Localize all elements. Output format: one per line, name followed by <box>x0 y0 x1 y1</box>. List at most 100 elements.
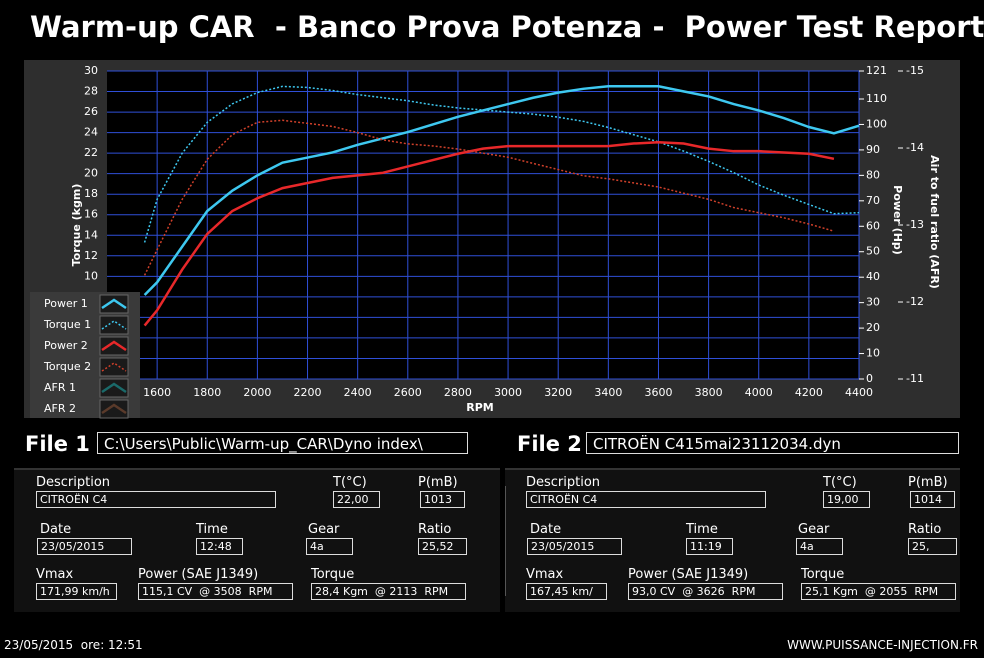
y-tick-label: 16 <box>84 208 98 221</box>
field-value: 23/05/2015 <box>37 538 132 555</box>
x-tick-label: 4400 <box>845 386 873 399</box>
field-value: 11:19 <box>686 538 733 555</box>
field-label: T(°C) <box>333 475 367 490</box>
x-tick-label: 2000 <box>243 386 271 399</box>
x-tick-label: 1600 <box>143 386 171 399</box>
field-value: 12:48 <box>196 538 243 555</box>
field-label: P(mB) <box>908 475 948 490</box>
field-value: 171,99 km/h <box>36 583 117 600</box>
y3-tick-label: -11 <box>906 372 924 385</box>
field-label: Gear <box>308 522 340 537</box>
y2-tick-label: 121 <box>866 64 887 77</box>
legend-line <box>101 320 127 330</box>
legend-line <box>101 298 127 310</box>
y-tick-label: 18 <box>84 187 98 200</box>
field-value: 115,1 CV @ 3508 RPM <box>138 583 293 600</box>
y-axis-label: Torque (kgm) <box>70 184 83 267</box>
legend-line <box>101 340 127 352</box>
line <box>143 85 860 296</box>
field-label: Date <box>530 522 562 537</box>
legend-swatch <box>99 357 129 377</box>
chart: 1600 1800 2000 2200 2400 2600 2800 3000 3200 3400… <box>24 60 960 419</box>
field-value: 1013 <box>420 491 465 508</box>
y2-axis-label: Power (Hp) <box>891 185 904 255</box>
legend-label: AFR 1 <box>44 381 76 394</box>
divider <box>505 486 506 596</box>
file-name: C:\Users\Public\Warm-up_CAR\Dyno index\ <box>97 432 468 454</box>
y2-tick-label: 40 <box>866 270 880 283</box>
y3-axis-label: Air to fuel ratio (AFR) <box>928 155 941 289</box>
y-tick-label: 22 <box>84 146 98 159</box>
x-axis-label: RPM <box>466 401 493 414</box>
x-tick-label: 2200 <box>294 386 322 399</box>
y2-tick-label: 70 <box>866 194 880 207</box>
field-label: Ratio <box>418 522 452 537</box>
field-value: 19,00 <box>823 491 870 508</box>
legend-swatch <box>99 294 129 314</box>
legend-swatch <box>99 336 129 356</box>
field-label: Time <box>196 522 228 537</box>
y2-tick-label: 110 <box>866 92 887 105</box>
field-value: 23/05/2015 <box>527 538 622 555</box>
footer-website: WWW.PUISSANCE-INJECTION.FR <box>787 638 978 652</box>
field-label: Description <box>526 475 601 490</box>
x-tick-label: 4000 <box>745 386 773 399</box>
y2-tick-label: 100 <box>866 117 887 130</box>
legend-swatch <box>99 315 129 335</box>
y3-tick-label: -15 <box>906 64 924 77</box>
field-value: 93,0 CV @ 3626 RPM <box>628 583 783 600</box>
line <box>143 119 835 276</box>
field-value: 25,52 <box>418 538 467 555</box>
field-label: Date <box>40 522 72 537</box>
field-label: Time <box>686 522 718 537</box>
field-value: 25,1 Kgm @ 2055 RPM <box>801 583 956 600</box>
field-value: 167,45 km/ <box>526 583 607 600</box>
x-tick-label: 1800 <box>193 386 221 399</box>
x-tick-label: 2800 <box>444 386 472 399</box>
field-label: Vmax <box>526 567 564 582</box>
field-value: 28,4 Kgm @ 2113 RPM <box>311 583 466 600</box>
line <box>143 85 860 243</box>
y-tick-label: 30 <box>84 64 98 77</box>
y-tick-label: 20 <box>84 167 98 180</box>
y2-tick-label: 30 <box>866 296 880 309</box>
field-label: Torque <box>311 567 355 582</box>
y-tick-label: 26 <box>84 105 98 118</box>
field-label: T(°C) <box>823 475 857 490</box>
file-label: File 2 <box>517 432 582 456</box>
field-value: 22,00 <box>333 491 380 508</box>
x-tick-label: 3200 <box>544 386 572 399</box>
field-label: Description <box>36 475 111 490</box>
legend-label: Power 1 <box>44 297 88 310</box>
file-panel <box>14 468 500 612</box>
y2-tick-label: 90 <box>866 143 880 156</box>
field-value: CITROËN C4 <box>36 491 276 508</box>
field-label: Power (SAE J1349) <box>628 567 749 582</box>
field-value: CITROËN C4 <box>526 491 766 508</box>
legend-swatch <box>99 399 129 419</box>
y3-tick-label: -12 <box>906 295 924 308</box>
field-label: Power (SAE J1349) <box>138 567 259 582</box>
y2-tick-label: 20 <box>866 321 880 334</box>
x-tick-label: 4200 <box>795 386 823 399</box>
y-tick-label: 14 <box>84 228 98 241</box>
x-tick-label: 3800 <box>695 386 723 399</box>
x-tick-label: 3000 <box>494 386 522 399</box>
y2-tick-label: 50 <box>866 245 880 258</box>
y3-tick-label: -14 <box>906 141 924 154</box>
field-label: Vmax <box>36 567 74 582</box>
legend-label: AFR 2 <box>44 402 76 415</box>
legend-label: Torque 2 <box>43 360 91 373</box>
footer-datetime: 23/05/2015 ore: 12:51 <box>4 638 143 652</box>
report-title: Warm-up CAR - Banco Prova Potenza - Powe… <box>30 10 984 44</box>
y2-tick-label: 10 <box>866 347 880 360</box>
field-value: 25, <box>908 538 957 555</box>
y2-tick-label: 0 <box>866 372 873 385</box>
field-label: Torque <box>801 567 845 582</box>
field-label: Gear <box>798 522 830 537</box>
y2-tick-label: 80 <box>866 168 880 181</box>
plot-area <box>107 71 859 379</box>
y-tick-label: 24 <box>84 126 98 139</box>
legend-line <box>101 403 127 415</box>
